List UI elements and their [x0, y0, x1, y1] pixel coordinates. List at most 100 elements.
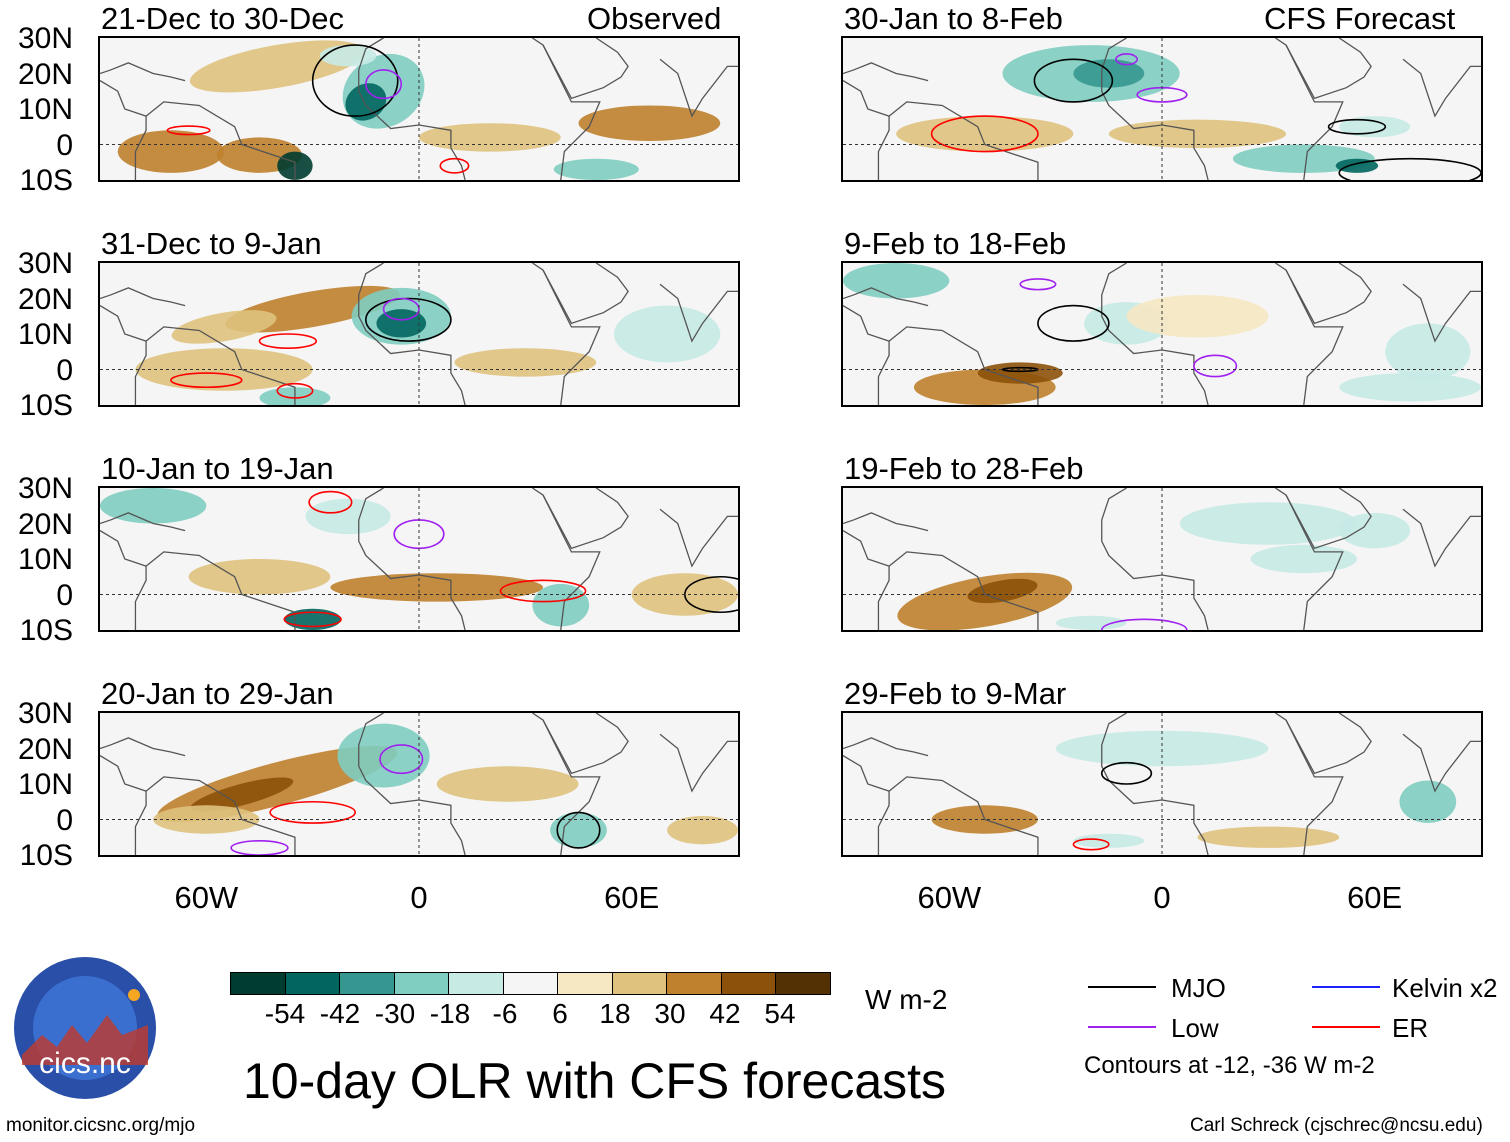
olr-anomaly [188, 559, 331, 595]
lon-tick-label: 0 [1153, 880, 1171, 915]
olr-map-panel [98, 711, 740, 857]
coastline [100, 287, 186, 307]
olr-anomaly [1055, 730, 1269, 767]
olr-anomaly [1179, 502, 1357, 545]
wave-contour [1100, 761, 1153, 785]
olr-anomaly [419, 123, 561, 152]
colorbar-label: -6 [492, 998, 518, 1029]
coastline [358, 38, 466, 180]
colorbar-swatch [558, 973, 613, 994]
olr-anomaly [436, 766, 579, 802]
coastline [843, 80, 1039, 180]
coastline [542, 713, 629, 775]
coastline [659, 508, 738, 568]
olr-anomaly [1073, 59, 1145, 88]
olr-anomaly [967, 578, 1038, 604]
colorbar-label: 18 [599, 998, 631, 1029]
coastline [1285, 488, 1372, 550]
coastline [1402, 58, 1481, 118]
olr-map-panel [841, 261, 1483, 407]
olr-anomaly [117, 130, 225, 173]
wave-contour [269, 800, 356, 824]
logo-text: cics.nc [39, 1047, 131, 1080]
lat-tick-label: 10N [17, 93, 73, 126]
colorbar-swatch [721, 973, 776, 994]
lon-tick-label: 60W [917, 880, 982, 915]
wave-contour [1327, 118, 1387, 135]
olr-anomaly [1339, 116, 1411, 138]
olr-anomaly [1108, 119, 1287, 149]
olr-anomaly [100, 488, 207, 524]
olr-anomaly [532, 583, 590, 627]
coastline [843, 62, 929, 82]
cics-logo: cics.nc [12, 955, 158, 1101]
coastline [843, 287, 929, 307]
colorbar-swatch [449, 973, 504, 994]
olr-anomaly [613, 305, 721, 363]
colorbar-units: W m-2 [865, 984, 948, 1015]
lat-tick-label: 20N [17, 507, 73, 541]
lat-tick-label: 30N [17, 247, 73, 280]
lat-tick-label: 0 [56, 353, 73, 387]
coastline [1285, 263, 1372, 325]
colorbar-swatch [340, 973, 395, 994]
wave-contour [365, 69, 403, 100]
wave-contour [1072, 838, 1110, 851]
lat-tick-label: 20N [17, 57, 73, 91]
colorbar-label: -30 [374, 998, 416, 1029]
olr-anomaly [1385, 323, 1471, 381]
legend-er-label: ER [1392, 1013, 1429, 1043]
olr-map-panel [98, 261, 740, 407]
legend-low-label: Low [1171, 1013, 1219, 1043]
coastline [100, 62, 186, 82]
coastline [1402, 508, 1481, 568]
coastline [1402, 283, 1481, 343]
olr-anomaly [977, 362, 1063, 384]
olr-anomaly [1197, 826, 1340, 848]
coastline [1285, 713, 1372, 775]
wave-contour [1193, 354, 1238, 378]
colorbar-swatch [231, 973, 286, 994]
olr-map-panel [841, 36, 1483, 182]
coastline [134, 116, 147, 180]
lon-tick-label: 60E [604, 880, 660, 915]
colorbar-swatch [503, 973, 558, 994]
olr-anomaly [284, 608, 342, 630]
olr-anomaly [305, 498, 391, 535]
lon-tick-label: 60E [1347, 880, 1403, 915]
wave-contour [379, 744, 424, 775]
coastline [358, 713, 466, 855]
coastline [542, 38, 629, 100]
coastline [843, 737, 929, 757]
colorbar-label: -42 [319, 998, 361, 1029]
olr-anomaly [553, 158, 639, 180]
olr-map-panel [841, 486, 1483, 632]
olr-anomaly [578, 105, 721, 141]
olr-anomaly [190, 777, 294, 812]
wave-contour [258, 333, 318, 349]
coastline [358, 263, 466, 405]
olr-anomaly [1339, 373, 1481, 402]
figure-title: 10-day OLR with CFS forecasts [243, 1053, 947, 1109]
colorbar-label: 30 [654, 998, 686, 1029]
observed-label: Observed [587, 1, 722, 36]
coastline [134, 791, 147, 855]
olr-anomaly [135, 348, 313, 391]
legend-mjo-line [1088, 986, 1156, 988]
lat-tick-label: 0 [56, 578, 73, 612]
panel-title: 20-Jan to 29-Jan [101, 676, 334, 711]
panel-title: 9-Feb to 18-Feb [844, 226, 1067, 261]
olr-anomaly [896, 116, 1074, 152]
coastline [659, 58, 738, 118]
coastline [843, 530, 1039, 630]
footer-url: monitor.cicsnc.org/mjo [6, 1115, 196, 1136]
olr-map-panel [98, 486, 740, 632]
wave-contour [365, 297, 452, 342]
lat-tick-label: 20N [17, 282, 73, 316]
coastline [659, 733, 738, 793]
panel-title: 29-Feb to 9-Mar [844, 676, 1067, 711]
coastline [1101, 713, 1209, 855]
coastline [358, 488, 466, 630]
coastline [542, 263, 629, 325]
wave-contour [311, 44, 399, 117]
